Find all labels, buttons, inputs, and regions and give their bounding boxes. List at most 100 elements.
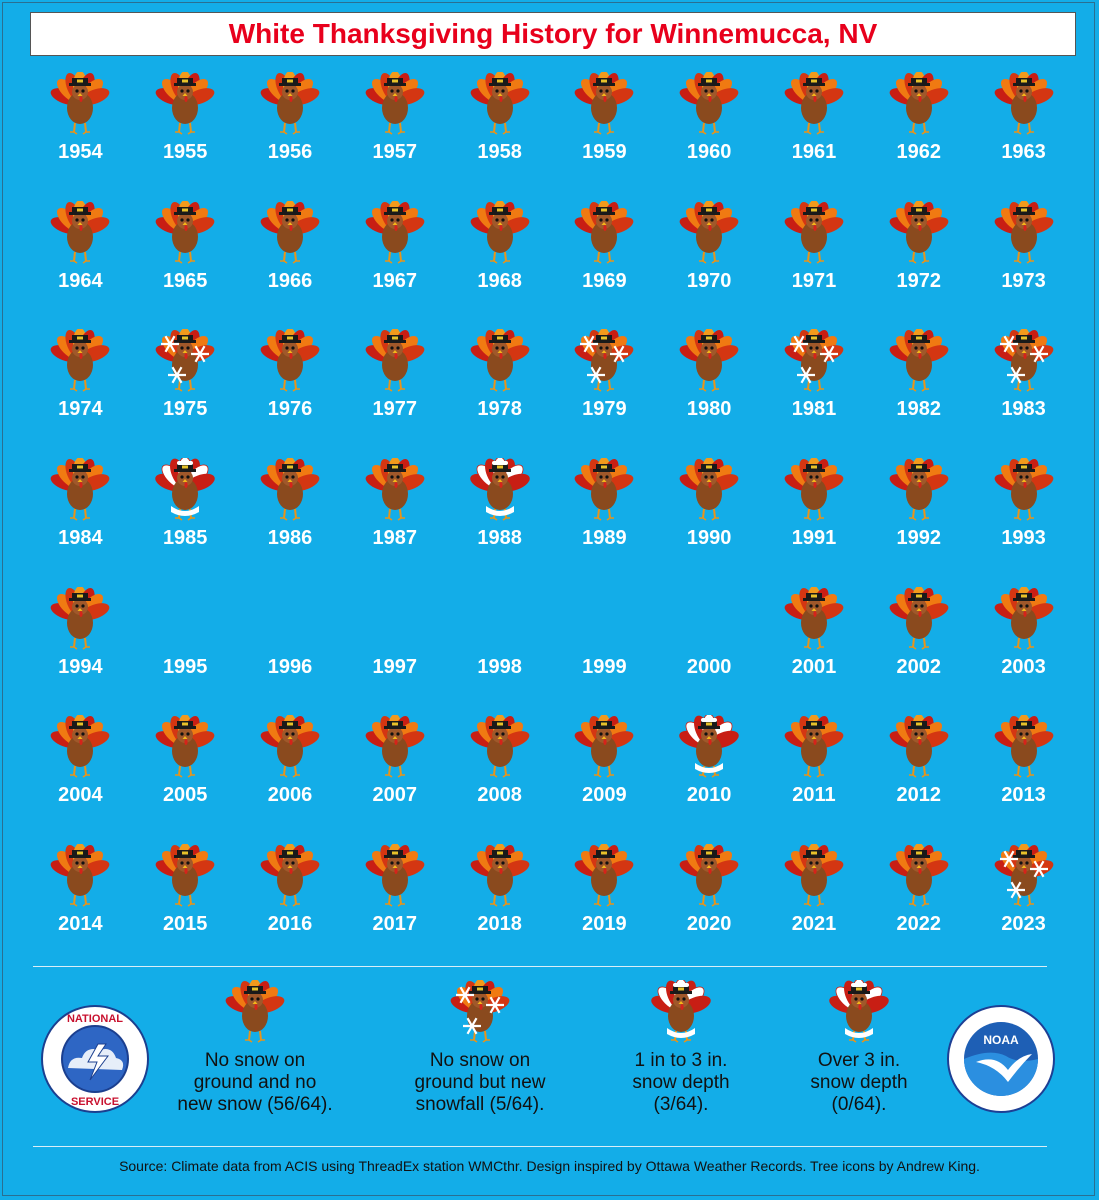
year-label: 1968 [477,269,522,292]
year-label: 1958 [477,141,522,163]
year-label: 2002 [896,655,942,678]
year-label: 1959 [582,141,627,163]
turkey-light-snow-icon [155,458,215,524]
year-cell: 1971 [762,200,867,330]
year-label: 2008 [477,784,522,807]
year-cell: 1972 [866,200,971,330]
year-label: 2016 [267,913,313,936]
turkey-icon [155,200,215,267]
turkey-icon [784,586,844,653]
year-cell: 2022 [866,844,971,973]
turkey-icon [784,458,844,524]
turkey-icon [260,844,320,910]
noaa-logo: NOAA [946,1004,1056,1114]
year-cell: 1980 [657,329,762,458]
turkey-icon [679,72,739,138]
year-cell: 1960 [657,72,762,201]
year-cell: 2006 [238,715,343,844]
year-cell: 1991 [762,458,867,587]
year-label: 1965 [162,269,208,292]
year-cell: 2017 [342,844,447,973]
year-cell: 1967 [342,200,447,330]
year-label: 2004 [58,784,103,807]
year-label: 2017 [372,913,418,936]
turkey-icon [155,844,215,910]
legend-label-line: new snow (56/64). [177,1094,333,1115]
year-label: 1954 [58,141,103,163]
turkey-icon [50,715,110,781]
year-cell: 1990 [657,458,762,587]
year-cell: 1985 [133,458,238,587]
year-cell: 1976 [238,329,343,458]
turkey-snowflakes-icon [155,329,215,395]
year-cell: 1974 [28,329,133,458]
year-cell: 1986 [238,458,343,587]
turkey-icon [365,458,425,524]
year-label: 1962 [896,141,942,163]
legend-label-line: Over 3 in. [817,1050,901,1071]
year-cell: 1956 [238,72,343,201]
year-cell: 2008 [447,715,552,844]
year-label: 1985 [162,527,208,550]
year-label: 1980 [686,398,732,421]
year-cell: 1992 [866,458,971,587]
turkey-icon [365,200,425,267]
turkey-icon [50,586,110,653]
year-label: 1955 [162,141,208,163]
year-cell: 1997 [342,587,447,716]
year-label: 1957 [372,141,418,163]
year-cell: 1981 [762,329,867,458]
year-label: 1988 [477,527,522,550]
year-cell: 2013 [971,715,1076,844]
year-label: 1972 [896,269,942,292]
legend-label-line: ground and no [193,1072,317,1093]
turkey-light-snow-icon [679,715,739,781]
turkey-icon [994,458,1054,524]
year-cell: 1968 [447,200,552,330]
year-cell: 1982 [866,329,971,458]
year-label: 2021 [791,913,837,936]
turkey-icon [50,72,110,138]
turkey-icon [994,586,1054,653]
year-cell: 1979 [552,329,657,458]
turkey-icon [889,715,949,781]
legend-label-line: snow depth [632,1072,730,1093]
legend-label-line: No snow on [204,1050,306,1071]
turkey-deep-snow-icon [829,980,889,1046]
year-label: 1986 [267,527,313,550]
year-cell: 1965 [133,200,238,330]
year-cell: 1975 [133,329,238,458]
svg-text:NATIONAL: NATIONAL [67,1013,123,1025]
year-cell: 1995 [133,587,238,716]
year-cell: 2007 [342,715,447,844]
year-label: 1971 [791,269,837,292]
turkey-icon [889,200,949,267]
year-label: 2011 [792,784,836,807]
turkey-snowflakes-icon [994,329,1054,395]
legend-item-depth-1-3: 1 in to 3 in. snow depth (3/64). [598,980,764,1116]
year-cell: 2000 [657,587,762,716]
year-cell: 1973 [971,200,1076,330]
divider-top [33,966,1047,967]
year-label: 2020 [686,913,732,936]
turkey-icon [365,329,425,395]
year-cell: 2011 [762,715,867,844]
year-label: 2023 [1001,913,1046,936]
turkey-icon [574,72,634,138]
turkey-icon [574,458,634,524]
year-cell: 1954 [28,72,133,201]
year-label: 1983 [1001,398,1046,421]
year-cell: 1963 [971,72,1076,201]
turkey-icon [784,72,844,138]
turkey-icon [225,980,285,1046]
legend-item-depth-over-3: Over 3 in. snow depth (0/64). [776,980,942,1116]
turkey-light-snow-icon [469,458,530,524]
year-label: 1992 [896,527,942,550]
title-box: White Thanksgiving History for Winnemucc… [30,12,1076,56]
turkey-icon [994,72,1054,138]
turkey-icon [889,329,949,395]
year-label: 2009 [582,784,627,807]
year-label: 1987 [372,527,418,550]
year-label: 1996 [267,655,313,678]
year-grid: 1954 1955 1956 [28,72,1078,973]
